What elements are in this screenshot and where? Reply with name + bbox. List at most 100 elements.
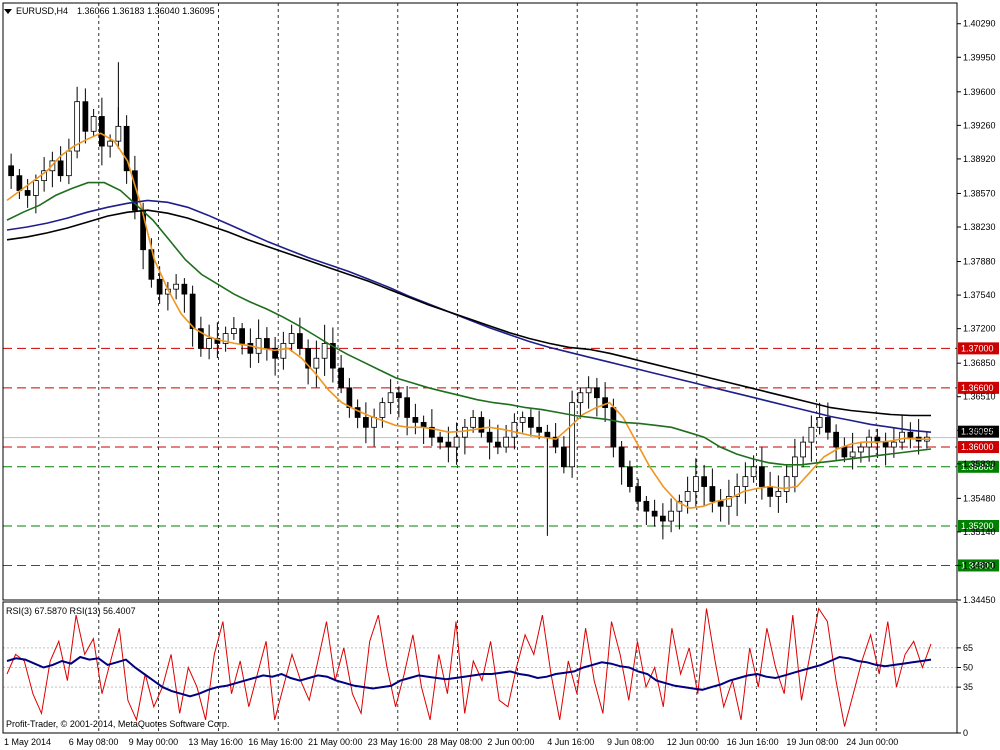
candle [354, 399, 361, 429]
candle [693, 458, 699, 507]
candle [742, 462, 749, 504]
moving-average-line [6, 199, 932, 433]
candle-body [668, 510, 675, 522]
candle [8, 153, 14, 189]
candle-body [486, 431, 493, 443]
time-tick-label: 9 May 00:00 [129, 737, 179, 747]
candle-body [222, 333, 229, 344]
candle-body [528, 417, 534, 428]
price-axis[interactable]: 1.40290 1.39950 1.39600 1.39260 1.38920 1.385… [957, 19, 996, 605]
time-tick-label: 4 Jun 16:00 [547, 737, 594, 747]
moving-averages [6, 132, 932, 510]
candle [825, 402, 831, 440]
candle-body [181, 283, 188, 295]
price-tick-label: 1.38920 [963, 154, 996, 164]
price-tick-label: 1.34450 [963, 595, 996, 605]
candle [90, 108, 97, 137]
rsi-tick-label: 0 [963, 728, 968, 738]
candle [239, 322, 245, 355]
candle [709, 468, 716, 513]
candle [767, 471, 774, 508]
candle-body [74, 101, 81, 152]
level-tag-bg [958, 441, 999, 454]
candle [833, 424, 840, 460]
candle-body [272, 347, 278, 359]
resistance-level-tag: 1.36600 [958, 381, 999, 394]
time-tick-label: 24 Jun 00:00 [846, 737, 898, 747]
time-axis[interactable]: 1 May 2014 6 May 08:00 9 May 00:00 13 May 1… [4, 737, 898, 747]
time-tick-label: 12 Jun 00:00 [667, 737, 719, 747]
price-tick-label: 1.36170 [963, 425, 996, 435]
dropdown-icon[interactable] [4, 9, 12, 14]
candle-body [561, 446, 567, 468]
candle [263, 327, 270, 361]
candle-body [239, 328, 245, 344]
candle-body [891, 441, 897, 448]
candle-body [33, 180, 39, 196]
candle [841, 437, 848, 463]
time-tick-label: 16 May 16:00 [248, 737, 303, 747]
candle-body [585, 387, 592, 394]
candle [321, 324, 328, 376]
candle-body [800, 441, 807, 458]
time-tick-label: 2 Jun 00:00 [487, 737, 534, 747]
candle [660, 503, 666, 540]
time-tick-label: 28 May 08:00 [428, 737, 483, 747]
level-tag-bg [958, 559, 999, 572]
candle [412, 403, 419, 435]
moving-average-line [6, 132, 931, 510]
candle [346, 378, 353, 418]
chart-header: EURUSD,H4 1.36066 1.36183 1.36040 1.3609… [4, 6, 215, 16]
candle-body [445, 441, 452, 448]
candle-body [115, 125, 122, 142]
candle [272, 336, 278, 376]
candle [305, 339, 311, 385]
candle-body [24, 190, 31, 196]
candle [255, 319, 262, 364]
support-level-tag: 1.35800 [958, 460, 999, 473]
candle [123, 115, 130, 184]
candle [288, 324, 295, 352]
candle [528, 409, 534, 437]
level-tag-label: 1.36600 [961, 383, 994, 393]
candle-series [8, 62, 930, 540]
candle-body [173, 283, 179, 290]
candle-body [825, 417, 831, 433]
price-tick-label: 1.39600 [963, 87, 996, 97]
rsi-panel-border [2, 601, 958, 734]
rsi-tick-label: 65 [963, 643, 973, 653]
candle [338, 354, 344, 394]
candle-body [767, 486, 774, 497]
candle [428, 409, 435, 447]
candle-body [511, 421, 518, 438]
time-tick-label: 16 Jun 16:00 [727, 737, 779, 747]
candle [726, 479, 732, 525]
candle [552, 423, 559, 454]
candle-body [263, 338, 270, 349]
candle [494, 424, 501, 455]
candle [627, 460, 633, 493]
candle [577, 387, 584, 419]
candle [618, 440, 625, 485]
level-tag-label: 1.36000 [961, 442, 994, 452]
candle [849, 432, 856, 470]
candle-body [82, 101, 89, 132]
candle-body [693, 476, 699, 492]
candle [387, 379, 394, 415]
candle [313, 340, 320, 388]
candle [173, 274, 179, 300]
time-tick-label: 1 May 2014 [4, 737, 51, 747]
candle-body [338, 367, 344, 389]
candle-body [569, 402, 576, 468]
time-tick-label: 23 May 16:00 [368, 737, 423, 747]
level-tag-label: 1.35200 [961, 521, 994, 531]
level-tag-label: 1.35800 [961, 462, 994, 472]
candle [453, 422, 460, 465]
candle-body [404, 397, 410, 418]
main-panel-border [2, 2, 958, 601]
candle-body [412, 417, 419, 423]
candle-body [197, 328, 204, 349]
candle [536, 410, 543, 440]
candle [775, 475, 782, 513]
